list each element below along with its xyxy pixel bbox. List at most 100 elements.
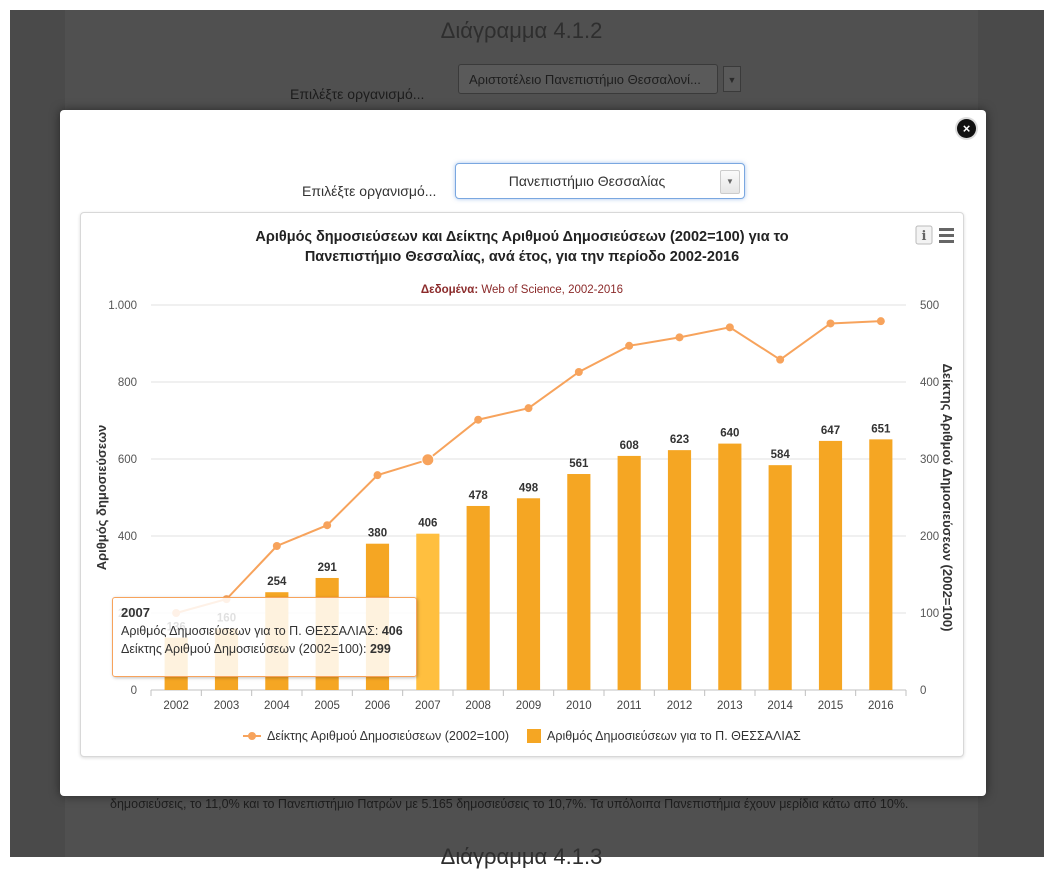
tooltip-line-1: Αριθμός Δημοσιεύσεων για το Π. ΘΕΣΣΑΛΙΑΣ… <box>121 622 408 640</box>
legend-line-marker <box>248 732 256 740</box>
bar <box>818 440 843 690</box>
x-tick-label: 2013 <box>717 700 743 712</box>
bar <box>516 498 541 690</box>
line-point <box>272 542 281 551</box>
legend-item-publications: Αριθμός Δημοσιεύσεων για το Π. ΘΕΣΣΑΛΙΑΣ <box>547 729 801 743</box>
x-tick-label: 2002 <box>163 700 189 712</box>
bar <box>667 450 692 690</box>
left-margin <box>0 0 10 857</box>
tooltip-line-1-label: Αριθμός Δημοσιεύσεων για το Π. ΘΕΣΣΑΛΙΑΣ… <box>121 624 382 638</box>
bar-data-label: 623 <box>670 434 689 446</box>
line-point <box>524 404 533 413</box>
bar-data-label: 406 <box>418 518 437 530</box>
chart-tooltip: 2007 Αριθμός Δημοσιεύσεων για το Π. ΘΕΣΣ… <box>112 597 417 677</box>
x-tick-label: 2011 <box>617 700 642 712</box>
line-point <box>574 367 583 376</box>
bar-data-label: 647 <box>821 425 840 437</box>
bar <box>617 455 641 690</box>
org-select-label: Επιλέξτε οργανισμό... <box>302 183 437 199</box>
x-tick-label: 2003 <box>214 700 240 712</box>
menu-icon-bar <box>939 234 954 237</box>
subtitle-text: Web of Science, 2002-2016 <box>478 284 623 296</box>
background-next-title: Διάγραμμα 4.1.3 <box>440 844 603 869</box>
top-band <box>0 0 1044 10</box>
background-org-select: Αριστοτέλειο Πανεπιστήμιο Θεσσαλονί... <box>458 64 718 94</box>
bar-data-label: 254 <box>267 576 287 588</box>
bar-data-label: 291 <box>318 562 338 574</box>
y-tick-label: 600 <box>118 454 137 466</box>
org-select[interactable]: Πανεπιστήμιο Θεσσαλίας ▼ <box>455 163 745 199</box>
line-point <box>675 333 684 342</box>
tooltip-year: 2007 <box>121 605 150 620</box>
x-tick-label: 2010 <box>566 700 592 712</box>
y2-tick-label: 400 <box>920 377 939 389</box>
x-tick-label: 2006 <box>365 700 391 712</box>
legend-bar-symbol <box>527 729 541 743</box>
tooltip-line-2-value: 299 <box>369 642 391 656</box>
x-tick-label: 2012 <box>667 700 693 712</box>
bar <box>466 505 490 690</box>
tooltip-line-2: Δείκτης Αριθμού Δημοσιεύσεων (2002=100):… <box>121 640 408 658</box>
x-tick-label: 2004 <box>264 700 290 712</box>
chart-subtitle: Δεδομένα: Web of Science, 2002-2016 <box>421 284 623 296</box>
y2-tick-label: 100 <box>920 608 939 620</box>
y-axis-title: Αριθμός δημοσιεύσεων <box>94 425 109 571</box>
background-select-label: Επιλέξτε οργανισμό... <box>290 86 425 102</box>
y2-tick-label: 200 <box>920 531 939 543</box>
line-point <box>421 453 435 467</box>
line-point <box>474 415 483 424</box>
line-point <box>876 317 885 326</box>
bar-data-label: 640 <box>720 428 739 440</box>
line-point <box>323 521 332 530</box>
y2-axis-title: Δείκτης Αριθμού Δημοσιεύσεων (2002=100) <box>940 364 955 632</box>
legend-item-index: Δείκτης Αριθμού Δημοσιεύσεων (2002=100) <box>267 729 509 743</box>
chart: 002001004002006003008004001.000500200220… <box>94 225 955 743</box>
menu-icon-bar <box>939 228 954 231</box>
bar-data-label: 478 <box>469 490 489 502</box>
bar <box>718 443 742 690</box>
x-tick-label: 2007 <box>415 700 441 712</box>
x-tick-label: 2005 <box>314 700 340 712</box>
x-tick-label: 2014 <box>767 700 793 712</box>
bar <box>567 474 591 690</box>
bar <box>869 439 893 690</box>
y2-tick-label: 500 <box>920 300 939 312</box>
x-tick-label: 2015 <box>818 700 844 712</box>
tooltip-line-2-label: Δείκτης Αριθμού Δημοσιεύσεων (2002=100): <box>121 642 370 656</box>
info-icon <box>915 225 933 245</box>
bar-data-label: 651 <box>871 423 891 435</box>
tooltip-line-1-value: 406 <box>381 624 403 638</box>
line-point <box>776 355 785 364</box>
y-tick-label: 800 <box>118 377 137 389</box>
info-icon-glyph: i <box>922 229 927 244</box>
y2-tick-label: 300 <box>920 454 939 466</box>
bar <box>768 465 792 690</box>
y-tick-label: 0 <box>131 685 137 697</box>
bar-data-label: 584 <box>771 449 791 461</box>
x-tick-label: 2009 <box>516 700 542 712</box>
org-select-value: Πανεπιστήμιο Θεσσαλίας <box>508 173 666 189</box>
chevron-down-icon[interactable]: ▼ <box>720 170 740 194</box>
background-chevron-down-icon: ▼ <box>723 66 741 92</box>
background-title: Διάγραμμα 4.1.2 <box>440 18 603 43</box>
background-paragraph: δημοσιεύσεις, το 11,0% και το Πανεπιστήμ… <box>110 797 909 811</box>
x-tick-label: 2016 <box>868 700 894 712</box>
line-point <box>826 319 835 328</box>
y-tick-label: 400 <box>118 531 137 543</box>
x-tick-label: 2008 <box>465 700 491 712</box>
chart-title-line-1: Αριθμός δημοσιεύσεων και Δείκτης Αριθμού… <box>255 229 788 245</box>
y2-tick-label: 0 <box>920 685 926 697</box>
line-point <box>373 471 382 480</box>
bar-data-label: 380 <box>368 528 387 540</box>
chart-title-line-2: Πανεπιστήμιο Θεσσαλίας, ανά έτος, για τη… <box>305 249 739 265</box>
y-tick-label: 1.000 <box>108 300 137 312</box>
close-icon[interactable]: × <box>957 119 976 138</box>
line-point <box>725 323 734 332</box>
bar-data-label: 498 <box>519 482 539 494</box>
menu-icon-bar <box>939 240 954 243</box>
bar-data-label: 608 <box>620 440 640 452</box>
subtitle-label: Δεδομένα: <box>421 284 478 296</box>
line-point <box>625 341 634 350</box>
bar <box>416 533 440 690</box>
bar-data-label: 561 <box>569 458 589 470</box>
